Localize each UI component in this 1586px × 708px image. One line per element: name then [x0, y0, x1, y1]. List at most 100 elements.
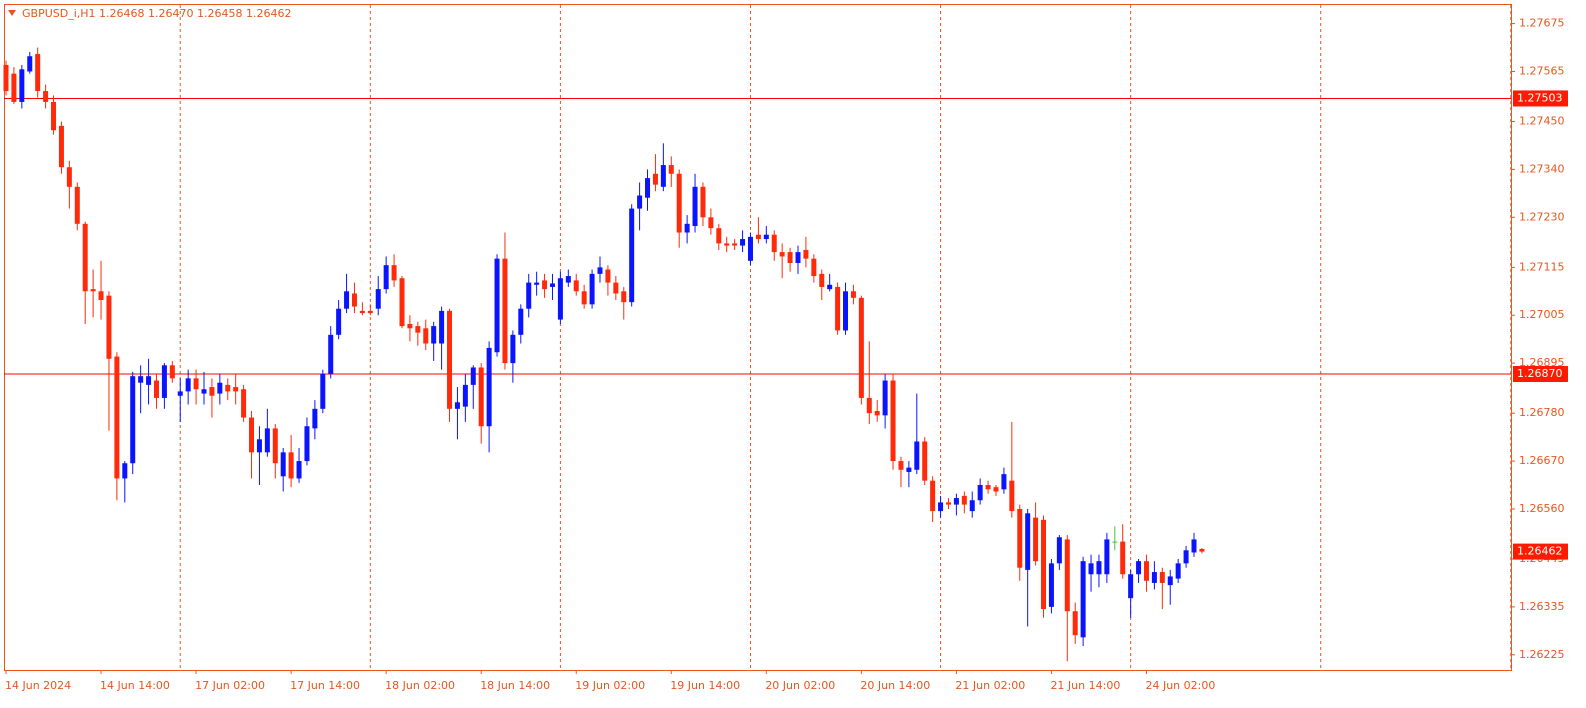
candle-body	[938, 502, 944, 512]
candle-body	[518, 308, 524, 335]
candle-body	[1128, 574, 1134, 599]
candle-body	[1136, 561, 1142, 575]
candle-body	[272, 428, 278, 464]
candle-body	[1159, 572, 1165, 583]
candle-body	[922, 441, 928, 481]
candle-body	[819, 273, 825, 287]
candle-body	[629, 208, 635, 303]
x-tick-label: 20 Jun 02:00	[765, 679, 835, 692]
candle-body	[19, 69, 25, 102]
y-tick-label: 1.27565	[1519, 64, 1565, 77]
candle-body	[27, 56, 33, 72]
candle-body	[328, 334, 334, 374]
candle-body	[98, 291, 104, 300]
candle-body	[43, 91, 49, 102]
candle-body	[1120, 541, 1126, 575]
candle-body	[589, 273, 595, 305]
candle-body	[185, 378, 191, 392]
candle-body	[439, 310, 445, 344]
candle-body	[684, 223, 690, 233]
candle-body	[209, 387, 215, 396]
candle-body	[359, 310, 365, 314]
candle-body	[146, 376, 152, 385]
candle-body	[1143, 561, 1149, 581]
candle-body	[1104, 539, 1110, 575]
candle-body	[645, 178, 651, 198]
candle-body	[375, 289, 381, 309]
candle-body	[431, 326, 437, 344]
candle-body	[1048, 563, 1054, 607]
candle-body	[304, 426, 310, 462]
candle-body	[90, 289, 96, 292]
candle-body	[581, 291, 587, 305]
candle-body	[280, 452, 286, 477]
y-tick-label: 1.27115	[1519, 260, 1565, 273]
price-tag-label: 1.26870	[1517, 367, 1563, 380]
candle-body	[130, 376, 136, 464]
candle-body	[716, 228, 722, 244]
candle-body	[391, 265, 397, 281]
candle-body	[732, 243, 738, 246]
candle-body	[969, 500, 975, 512]
candle-body	[945, 502, 951, 505]
candle-body	[153, 380, 159, 398]
candle-body	[82, 223, 88, 292]
candle-body	[11, 73, 17, 102]
candle-body	[241, 389, 247, 418]
candle-body	[1001, 474, 1007, 490]
candle-body	[779, 252, 785, 257]
candle-body	[740, 239, 746, 246]
candle-body	[526, 282, 532, 309]
candle-body	[930, 480, 936, 512]
y-tick-label: 1.27450	[1519, 115, 1565, 128]
y-tick-label: 1.27005	[1519, 308, 1565, 321]
candle-body	[1096, 561, 1102, 575]
candle-body	[549, 283, 555, 287]
chart-title: GBPUSD_i,H1 1.26468 1.26470 1.26458 1.26…	[22, 7, 291, 20]
candle-body	[898, 461, 904, 470]
candle-body	[1033, 517, 1039, 562]
x-tick-label: 24 Jun 02:00	[1145, 679, 1215, 692]
title-arrow	[8, 10, 16, 16]
y-tick-label: 1.26670	[1519, 454, 1565, 467]
candle-body	[51, 101, 57, 131]
y-tick-label: 1.26895	[1519, 356, 1565, 369]
candle-body	[423, 328, 429, 344]
candle-body	[795, 252, 801, 263]
candle-body	[787, 252, 793, 263]
candle-body	[803, 249, 809, 259]
candle-body	[1080, 561, 1086, 638]
candle-body	[882, 380, 888, 416]
candle-body	[264, 428, 270, 453]
y-tick-label: 1.26780	[1519, 406, 1565, 419]
candle-body	[534, 282, 540, 285]
y-tick-label: 1.27675	[1519, 17, 1565, 30]
candle-body	[1088, 563, 1094, 575]
candle-body	[296, 461, 302, 479]
candle-body	[193, 378, 199, 390]
candle-body	[605, 269, 611, 283]
candle-body	[874, 411, 880, 416]
candle-body	[811, 258, 817, 277]
candle-body	[407, 323, 413, 329]
candle-body	[288, 452, 294, 479]
candle-body	[708, 217, 714, 229]
candle-body	[613, 282, 619, 294]
candle-body	[827, 284, 833, 290]
candle-body	[858, 297, 864, 398]
candle-body	[217, 382, 223, 394]
candle-body	[890, 380, 896, 462]
y-tick-label: 1.27340	[1519, 162, 1565, 175]
candle-body	[344, 291, 350, 309]
last-price-label: 1.26462	[1517, 545, 1563, 558]
y-tick-label: 1.26560	[1519, 502, 1565, 515]
candle-body	[122, 463, 128, 479]
candle-body	[747, 236, 753, 261]
candle-body	[58, 125, 64, 168]
candle-body	[367, 310, 373, 314]
candle-body	[953, 498, 959, 505]
candle-body	[771, 234, 777, 253]
